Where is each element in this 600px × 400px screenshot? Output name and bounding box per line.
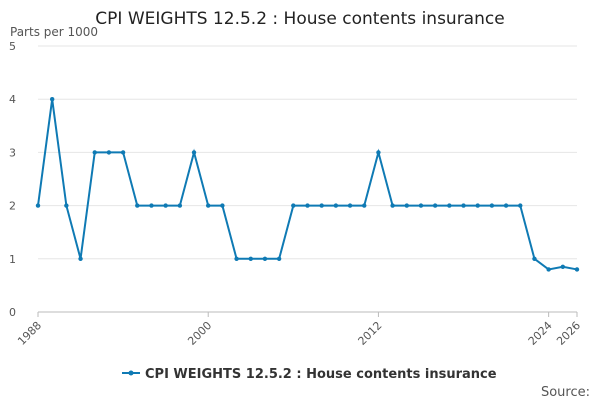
data-point[interactable]: [220, 203, 225, 208]
data-point[interactable]: [78, 256, 83, 261]
y-tick-label: 4: [9, 93, 16, 106]
data-point[interactable]: [120, 150, 126, 155]
data-point[interactable]: [475, 203, 480, 208]
data-point[interactable]: [35, 203, 41, 208]
x-ticks: 1988 2000 2012 2024 2026: [15, 312, 583, 348]
data-point[interactable]: [518, 203, 523, 208]
y-axis-label: Parts per 1000: [10, 25, 98, 39]
data-point[interactable]: [376, 150, 381, 155]
legend-label: CPI WEIGHTS 12.5.2 : House contents insu…: [145, 367, 497, 382]
data-point[interactable]: [248, 256, 253, 261]
data-point[interactable]: [574, 267, 580, 272]
data-point[interactable]: [333, 203, 339, 208]
x-tick-label: 2024: [526, 319, 555, 348]
data-point[interactable]: [64, 203, 69, 208]
x-tick-label: 2012: [356, 319, 385, 348]
data-point[interactable]: [206, 203, 211, 208]
data-point[interactable]: [276, 256, 282, 261]
data-point[interactable]: [177, 203, 183, 208]
legend-marker: [128, 370, 134, 376]
data-point[interactable]: [489, 203, 495, 208]
x-tick-label: 2000: [185, 319, 214, 348]
y-tick-label: 1: [9, 253, 16, 266]
data-point[interactable]: [92, 150, 97, 155]
data-point[interactable]: [191, 150, 197, 155]
source-label: Source:: [541, 385, 590, 400]
data-point[interactable]: [546, 267, 551, 272]
data-point[interactable]: [447, 203, 452, 208]
series-line: [37, 99, 578, 271]
y-tick-label: 2: [9, 200, 16, 213]
series-points: [35, 97, 580, 272]
y-tick-labels: 0 1 2 3 4 5: [9, 40, 16, 319]
data-point[interactable]: [135, 203, 140, 208]
x-tick-label: 2026: [554, 319, 583, 348]
data-point[interactable]: [319, 203, 324, 208]
data-point[interactable]: [262, 256, 268, 261]
data-point[interactable]: [291, 203, 296, 208]
data-point[interactable]: [432, 203, 438, 208]
data-point[interactable]: [461, 203, 466, 208]
y-tick-label: 3: [9, 146, 16, 159]
data-point[interactable]: [106, 150, 112, 155]
data-point[interactable]: [163, 203, 168, 208]
data-point[interactable]: [532, 256, 537, 261]
x-tick-label: 1988: [15, 319, 44, 348]
data-point[interactable]: [305, 203, 310, 208]
data-point[interactable]: [362, 203, 367, 208]
data-point[interactable]: [49, 97, 55, 102]
data-point[interactable]: [503, 203, 509, 208]
data-point[interactable]: [234, 256, 239, 261]
data-point[interactable]: [390, 203, 395, 208]
chart-title: CPI WEIGHTS 12.5.2 : House contents insu…: [95, 9, 504, 29]
data-point[interactable]: [560, 264, 566, 269]
data-point[interactable]: [149, 203, 154, 208]
legend[interactable]: CPI WEIGHTS 12.5.2 : House contents insu…: [122, 367, 497, 382]
y-tick-label: 5: [9, 40, 16, 53]
data-point[interactable]: [404, 203, 409, 208]
data-point[interactable]: [418, 203, 424, 208]
y-tick-label: 0: [9, 306, 16, 319]
data-point[interactable]: [347, 203, 353, 208]
